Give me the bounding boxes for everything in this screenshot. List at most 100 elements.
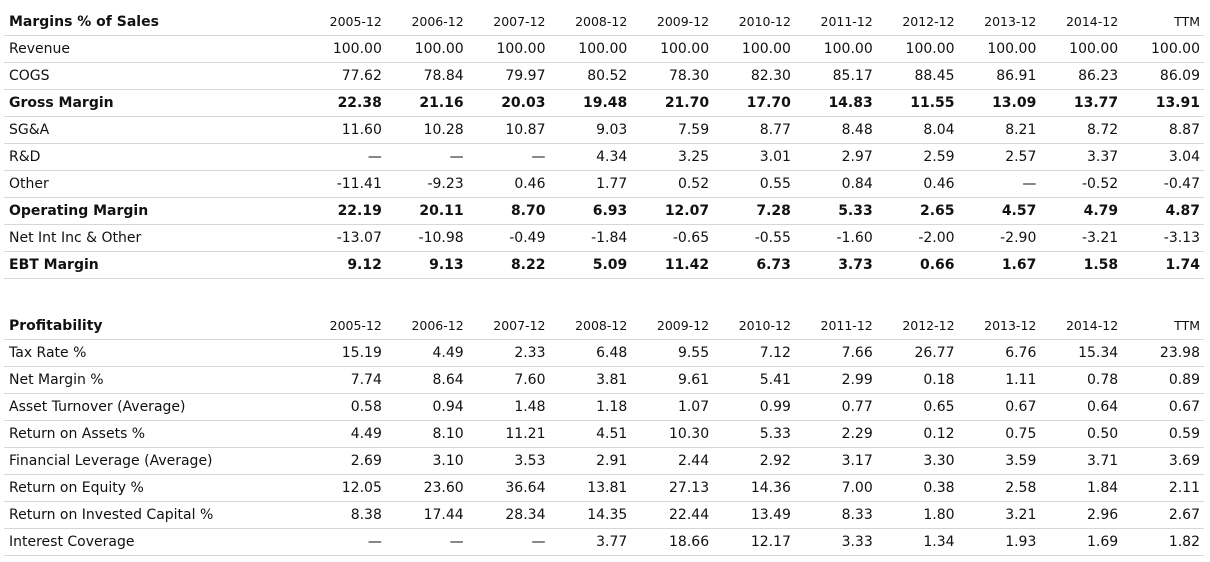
table-cell: -13.07 xyxy=(304,224,386,252)
table-cell: -9.23 xyxy=(385,170,468,198)
table-cell: 0.50 xyxy=(1040,420,1123,448)
table-cell: 0.66 xyxy=(876,251,959,279)
table-cell: 100.00 xyxy=(794,35,877,63)
table-cell: 0.59 xyxy=(1122,420,1204,448)
table-cell: 79.97 xyxy=(467,62,550,90)
table-cell: 1.11 xyxy=(958,366,1041,394)
row-label: EBT Margin xyxy=(4,251,305,279)
table-cell: 1.74 xyxy=(1122,251,1204,279)
column-header: 2006-12 xyxy=(385,312,468,340)
table-cell: 8.77 xyxy=(713,116,795,144)
table-cell: 86.23 xyxy=(1040,62,1123,90)
table-cell: 11.55 xyxy=(876,89,959,117)
table-cell: 5.41 xyxy=(713,366,795,394)
table-cell: 2.58 xyxy=(958,474,1041,502)
table-cell: 3.81 xyxy=(549,366,632,394)
table-row: Net Int Inc & Other -13.07 -10.98 -0.49 -1.8… xyxy=(4,224,1204,252)
row-label: Gross Margin xyxy=(4,89,305,117)
table-cell: 2.67 xyxy=(1122,501,1204,529)
table-row: Revenue 100.00 100.00 100.00 100.00 100.00 100… xyxy=(4,35,1204,63)
table-cell: 14.35 xyxy=(549,501,632,529)
table-cell: 5.33 xyxy=(794,197,877,225)
table-cell: 82.30 xyxy=(713,62,795,90)
table-cell: 4.49 xyxy=(304,420,386,448)
table-cell: 9.12 xyxy=(304,251,386,279)
table-cell: 15.19 xyxy=(304,339,386,367)
table-cell: 0.67 xyxy=(1122,393,1204,421)
section-title: Margins % of Sales xyxy=(4,8,305,36)
table-cell: -3.13 xyxy=(1122,224,1204,252)
table-cell: 9.03 xyxy=(549,116,632,144)
table-cell: 3.53 xyxy=(467,447,550,475)
table-cell: 6.73 xyxy=(713,251,795,279)
table-cell: 3.71 xyxy=(1040,447,1123,475)
table-cell: 86.91 xyxy=(958,62,1041,90)
table-cell: 11.21 xyxy=(467,420,550,448)
table-cell: -0.55 xyxy=(713,224,795,252)
table-cell: 12.05 xyxy=(304,474,386,502)
table-cell: 0.46 xyxy=(876,170,959,198)
table-cell: 3.30 xyxy=(876,447,959,475)
column-header: 2010-12 xyxy=(713,312,795,340)
table-cell: 3.04 xyxy=(1122,143,1204,171)
row-label: Return on Invested Capital % xyxy=(4,501,305,529)
table-cell: 0.84 xyxy=(794,170,877,198)
table-cell: 3.33 xyxy=(794,528,877,556)
table-cell: 7.00 xyxy=(794,474,877,502)
column-header: 2013-12 xyxy=(958,312,1041,340)
table-cell: — xyxy=(385,143,468,171)
table-cell: 7.12 xyxy=(713,339,795,367)
table-row: Return on Equity % 12.05 23.60 36.64 13.81 27… xyxy=(4,474,1204,502)
table-cell: 100.00 xyxy=(304,35,386,63)
profitability-table: Profitability 2005-12 2006-12 2007-12 2008-… xyxy=(4,312,1204,556)
row-label: R&D xyxy=(4,143,305,171)
column-header: 2005-12 xyxy=(304,312,386,340)
table-row: Return on Invested Capital % 8.38 17.44 28.… xyxy=(4,501,1204,529)
table-cell: 2.99 xyxy=(794,366,877,394)
table-cell: -0.52 xyxy=(1040,170,1123,198)
table-cell: 1.58 xyxy=(1040,251,1123,279)
table-cell: 20.11 xyxy=(385,197,468,225)
table-cell: 9.61 xyxy=(631,366,714,394)
row-label: Other xyxy=(4,170,305,198)
table-cell: 4.49 xyxy=(385,339,468,367)
table-cell: 4.57 xyxy=(958,197,1041,225)
table-cell: 4.51 xyxy=(549,420,632,448)
table-cell: 7.60 xyxy=(467,366,550,394)
column-header: 2014-12 xyxy=(1040,8,1123,36)
table-cell: 13.81 xyxy=(549,474,632,502)
table-cell: 19.48 xyxy=(549,89,632,117)
table-row: Tax Rate % 15.19 4.49 2.33 6.48 9.55 7.12 7.66 2… xyxy=(4,339,1204,367)
column-header: TTM xyxy=(1122,8,1204,36)
table-cell: 28.34 xyxy=(467,501,550,529)
table-cell: 14.36 xyxy=(713,474,795,502)
table-cell: 6.76 xyxy=(958,339,1041,367)
table-cell: 8.04 xyxy=(876,116,959,144)
table-row: Other -11.41 -9.23 0.46 1.77 0.52 0.55 0.84 0.46… xyxy=(4,170,1204,198)
table-cell: 1.67 xyxy=(958,251,1041,279)
table-cell: 13.09 xyxy=(958,89,1041,117)
table-cell: 0.67 xyxy=(958,393,1041,421)
column-header: 2009-12 xyxy=(631,8,714,36)
table-cell: 9.13 xyxy=(385,251,468,279)
table-cell: 0.46 xyxy=(467,170,550,198)
table-cell: 15.34 xyxy=(1040,339,1123,367)
table-cell: 8.10 xyxy=(385,420,468,448)
table-cell: — xyxy=(958,170,1041,198)
column-header: 2009-12 xyxy=(631,312,714,340)
table-cell: 3.59 xyxy=(958,447,1041,475)
table-cell: 1.18 xyxy=(549,393,632,421)
table-cell: 85.17 xyxy=(794,62,877,90)
table-cell: 11.60 xyxy=(304,116,386,144)
table-cell: 20.03 xyxy=(467,89,550,117)
row-label: Net Int Inc & Other xyxy=(4,224,305,252)
table-cell: 8.21 xyxy=(958,116,1041,144)
table-cell: 21.16 xyxy=(385,89,468,117)
table-cell: 100.00 xyxy=(467,35,550,63)
table-cell: 2.92 xyxy=(713,447,795,475)
table-cell: 100.00 xyxy=(631,35,714,63)
table-cell: 6.93 xyxy=(549,197,632,225)
table-cell: 100.00 xyxy=(713,35,795,63)
table-cell: 2.11 xyxy=(1122,474,1204,502)
